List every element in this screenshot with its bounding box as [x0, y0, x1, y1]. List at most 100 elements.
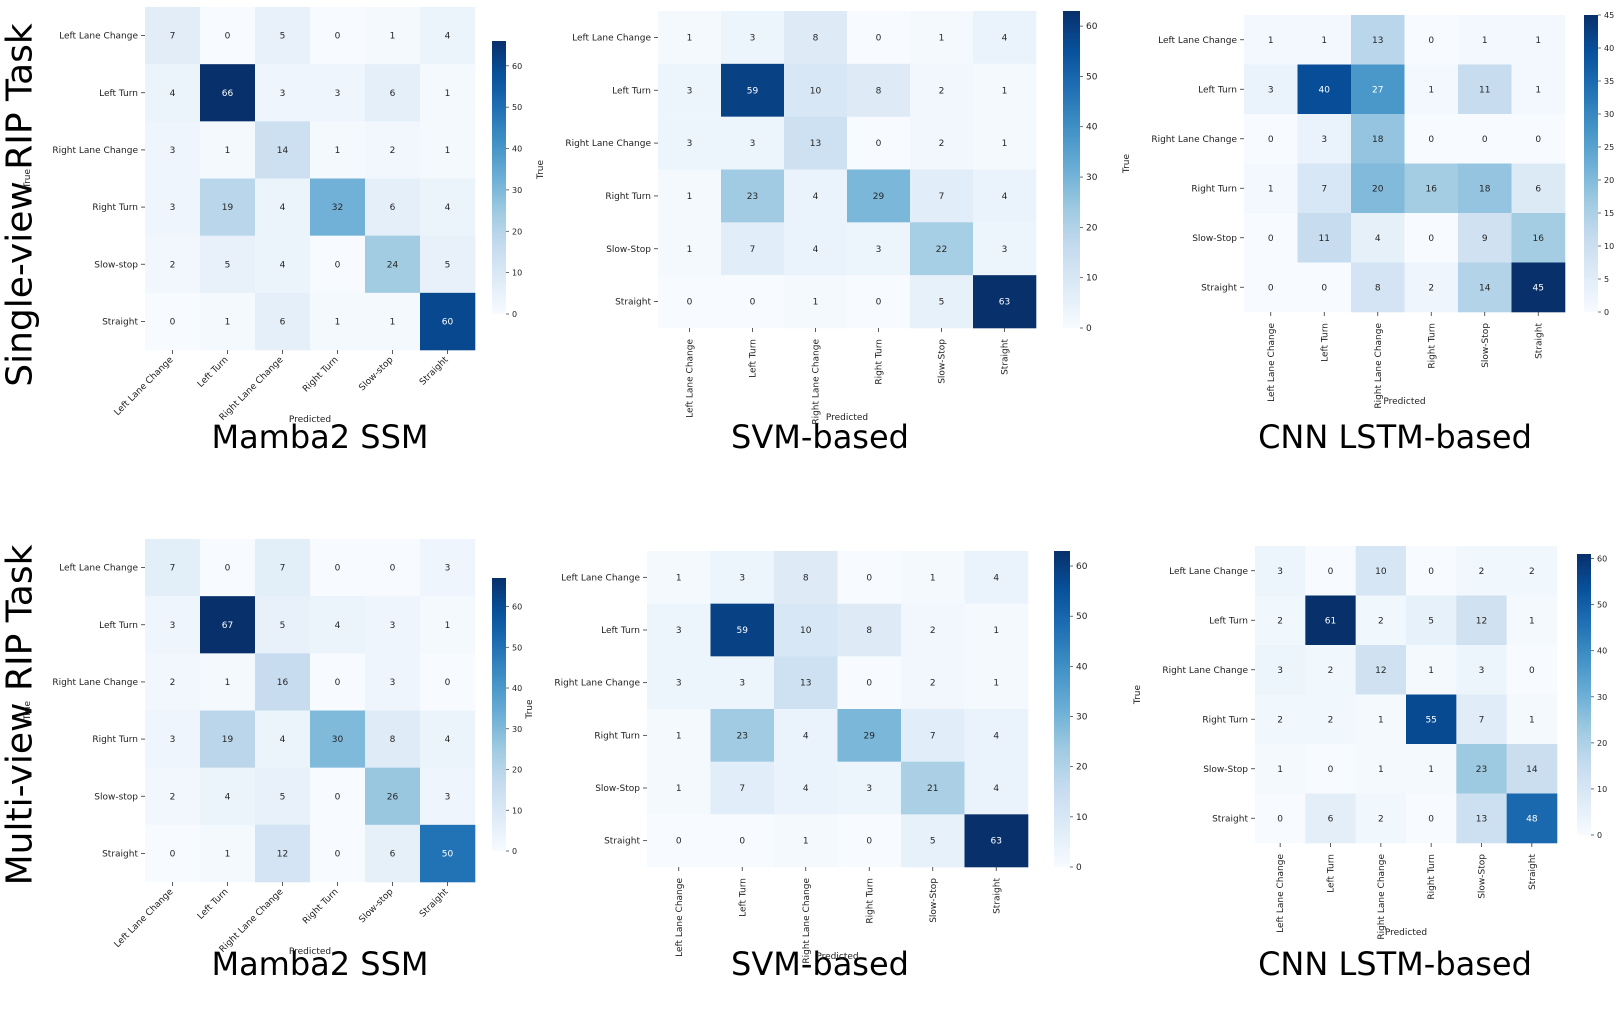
x-tick-label: Slow-stop	[357, 887, 395, 925]
cell-value-label: 7	[930, 731, 936, 741]
cell-value-label: 3	[866, 784, 872, 794]
heatmap-cell	[1351, 64, 1405, 115]
cell-value-label: 60	[442, 317, 454, 327]
y-tick-label: Slow-Stop	[606, 245, 651, 255]
heatmap-cell	[255, 178, 311, 236]
heatmap-cell	[658, 11, 722, 65]
x-tick-label: Left Turn	[196, 887, 231, 922]
x-tick-label: Right Lane Change	[1377, 854, 1387, 940]
x-tick-label: Straight	[418, 355, 451, 388]
heatmap-cell	[910, 222, 974, 276]
cell-value-label: 3	[676, 626, 682, 636]
cell-value-label: 48	[1526, 814, 1538, 824]
cell-value-label: 0	[1529, 666, 1535, 676]
cell-value-label: 2	[170, 792, 176, 802]
colorbar-tick-label: 0	[512, 847, 517, 856]
heatmap-cell	[910, 275, 974, 329]
heatmap-cell	[255, 7, 311, 65]
heatmap-cell	[200, 292, 256, 351]
cell-value-label: 30	[332, 735, 344, 745]
heatmap-cell	[847, 275, 911, 329]
heatmap-cell	[774, 551, 838, 604]
heatmap-cell	[200, 710, 256, 768]
heatmap-cell	[310, 539, 366, 597]
title-svm-single: SVM-based	[731, 418, 909, 456]
cell-value-label: 1	[1268, 36, 1274, 46]
cell-value-label: 8	[390, 735, 396, 745]
cell-value-label: 6	[390, 89, 396, 99]
heatmap-cell	[964, 761, 1029, 815]
colorbar-tick-label: 10	[1076, 813, 1088, 823]
heatmap-cell	[420, 653, 476, 711]
heatmap-cell	[255, 121, 311, 179]
heatmap-cell	[420, 596, 476, 654]
x-tick-label: Left Lane Change	[1267, 323, 1277, 402]
x-tick-label: Left Lane Change	[1276, 854, 1286, 933]
cell-value-label: 0	[335, 32, 341, 42]
x-tick-label: Left Turn	[1320, 323, 1330, 362]
cell-value-label: 0	[876, 139, 882, 149]
heatmap-cell	[973, 63, 1037, 117]
heatmap-cell	[837, 814, 902, 868]
colorbar-tick-label: 40	[512, 684, 522, 693]
heatmap-cell	[420, 710, 476, 768]
cell-value-label: 14	[1526, 765, 1538, 775]
heatmap-cell	[365, 7, 421, 65]
heatmap-cell	[200, 767, 256, 826]
cell-value-label: 16	[1533, 234, 1545, 244]
y-tick-label: Straight	[1201, 283, 1237, 293]
cell-value-label: 63	[991, 837, 1002, 847]
x-tick-label: Right Lane Change	[1374, 323, 1384, 409]
cell-value-label: 3	[280, 89, 286, 99]
x-tick-label: Left Lane Change	[113, 355, 176, 418]
cell-value-label: 1	[1378, 765, 1384, 775]
cell-value-label: 4	[445, 735, 451, 745]
cell-value-label: 1	[1321, 36, 1327, 46]
cell-value-label: 1	[1529, 715, 1535, 725]
x-tick-label: Right Turn	[865, 878, 875, 924]
heatmap-cell	[310, 178, 366, 236]
cell-value-label: 3	[687, 86, 693, 96]
cell-value-label: 7	[1479, 715, 1485, 725]
heatmap-cell	[1297, 64, 1352, 115]
cell-value-label: 10	[810, 86, 822, 96]
heatmap-cell	[1255, 744, 1306, 794]
title-cnn-multi: CNN LSTM-based	[1258, 945, 1532, 983]
x-tick-label: Right Turn	[301, 887, 340, 926]
cell-value-label: 5	[280, 621, 286, 631]
cell-value-label: 4	[280, 203, 286, 213]
heatmap-cell	[1456, 595, 1507, 646]
y-axis-label: True	[1122, 153, 1132, 174]
colorbar-tick-label: 40	[1597, 647, 1607, 656]
cell-value-label: 0	[676, 837, 682, 847]
cell-value-label: 1	[930, 573, 936, 583]
heatmap-cell	[1244, 114, 1298, 164]
y-tick-label: Right Lane Change	[1162, 666, 1248, 676]
heatmap-cell	[255, 64, 311, 122]
heatmap-cell	[365, 767, 421, 826]
heatmap-cell	[658, 275, 722, 329]
y-tick-label: Left Turn	[612, 86, 651, 96]
cell-value-label: 1	[390, 317, 396, 327]
cell-value-label: 2	[1277, 616, 1283, 626]
cell-value-label: 29	[873, 192, 885, 202]
cell-value-label: 0	[335, 678, 341, 688]
colorbar-tick-label: 20	[1604, 176, 1614, 185]
cell-value-label: 2	[930, 679, 936, 689]
heatmap-cell	[255, 539, 311, 597]
cell-value-label: 0	[335, 792, 341, 802]
heatmap-cell	[1244, 262, 1298, 313]
heatmap-cell	[200, 7, 256, 65]
cell-value-label: 5	[445, 260, 451, 270]
heatmap-cell	[145, 539, 201, 597]
cell-value-label: 1	[1529, 616, 1535, 626]
cell-value-label: 1	[687, 33, 693, 43]
heatmap-cell	[837, 551, 902, 604]
cell-value-label: 1	[1002, 139, 1008, 149]
cell-value-label: 23	[737, 731, 748, 741]
colorbar-tick-label: 30	[1076, 713, 1088, 723]
cell-value-label: 4	[1002, 192, 1008, 202]
cell-value-label: 1	[1428, 666, 1434, 676]
x-axis-label: Predicted	[1385, 928, 1427, 938]
cell-value-label: 1	[687, 192, 693, 202]
